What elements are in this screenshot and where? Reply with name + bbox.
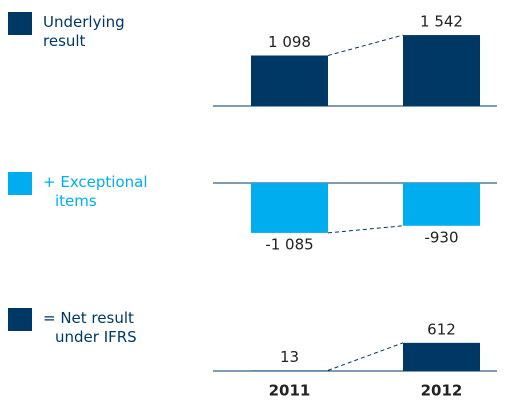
x-tick-label: 2012 — [421, 382, 463, 400]
legend-label: = Net result under IFRS — [43, 309, 137, 346]
legend-swatch — [8, 308, 32, 331]
x-tick-label: 2011 — [269, 382, 311, 400]
connector — [327, 342, 404, 371]
bar — [403, 35, 480, 106]
bar — [251, 370, 328, 371]
value-label: 612 — [427, 320, 456, 338]
connector — [327, 34, 404, 56]
bar — [403, 183, 480, 226]
legend-label: + Exceptional items — [43, 173, 148, 210]
value-label: -1 085 — [265, 235, 313, 253]
bar — [251, 55, 328, 106]
value-label: 13 — [280, 348, 299, 366]
value-label: 1 098 — [268, 33, 311, 51]
bar — [251, 183, 328, 233]
bar — [403, 342, 480, 371]
legend-swatch — [8, 172, 32, 195]
legend-label: Underlying result — [43, 13, 125, 50]
connector — [327, 225, 404, 234]
value-label: -930 — [424, 228, 458, 246]
value-label: 1 542 — [420, 13, 463, 31]
legend-swatch — [8, 12, 32, 35]
